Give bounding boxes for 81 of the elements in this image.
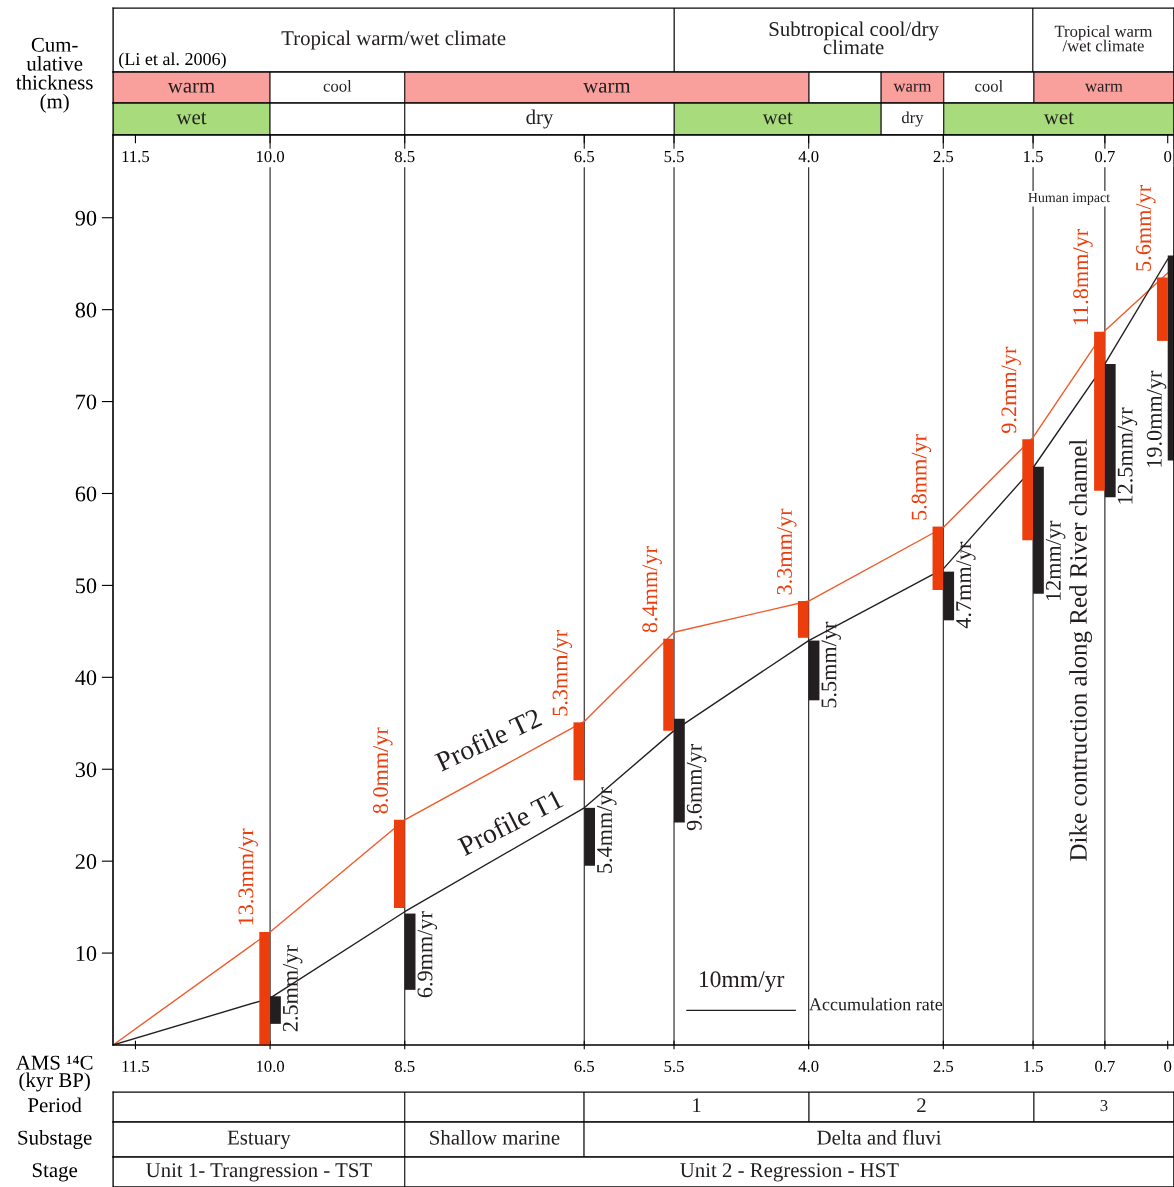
annotation: 4.7mm/yr <box>956 541 976 629</box>
x-tick-label: 5.5 <box>664 151 684 163</box>
series-label: wet <box>762 112 793 125</box>
y-axis-title: Cum- ulative thickness (m) <box>16 37 93 113</box>
x-tick-label: 2.5 <box>933 150 954 163</box>
x-tick-label: 1.5 <box>1024 151 1043 163</box>
series-label: warm <box>1085 83 1123 92</box>
series-label: Tropical warm /wet climate <box>1054 25 1153 52</box>
annotation: 12mm/yr <box>1045 520 1066 601</box>
series-label: dry <box>901 111 924 127</box>
series-label: dry <box>526 109 554 129</box>
x2-tick-label: 10.0 <box>256 1060 285 1073</box>
y-tick-label: 90 <box>75 210 97 226</box>
annotation: 8.4mm/yr <box>642 546 662 633</box>
y-axis-title: Period <box>28 1097 82 1113</box>
annotation: 8.0mm/yr <box>373 727 393 814</box>
annotation: 10mm/yr <box>699 971 785 993</box>
series-label: wet <box>1043 112 1074 125</box>
y-axis-title: Stage <box>32 1163 78 1182</box>
series-label: cool <box>323 79 352 92</box>
x-tick-label: 10.0 <box>256 150 285 163</box>
annotation: 12.5mm/yr <box>1117 407 1138 504</box>
series-label: cool <box>975 79 1003 92</box>
annotation: 6.9mm/yr <box>417 911 438 998</box>
x-tick-label: 11.5 <box>122 151 150 163</box>
series-label: wet <box>176 112 207 125</box>
y-tick-label: 50 <box>76 578 97 594</box>
x2-tick-label: 11.5 <box>122 1060 150 1073</box>
x2-tick-label: 2.5 <box>933 1060 954 1073</box>
annotation: 2.5mm/yr <box>282 945 303 1032</box>
x2-tick-label: 0.7 <box>1095 1060 1115 1073</box>
annotation: Human impact <box>1028 192 1110 205</box>
x-axis-title: AMS ¹⁴C (kyr BP) <box>15 1055 93 1092</box>
annotation: 5.4mm/yr <box>597 787 617 873</box>
series-label: 1 <box>693 1098 701 1113</box>
series-label: Shallow marine <box>430 1130 560 1145</box>
series-label: warm <box>583 82 631 93</box>
x-tick-label: 8.5 <box>394 150 415 163</box>
series-label: 2 <box>917 1098 926 1113</box>
x2-tick-label: 8.5 <box>394 1060 415 1073</box>
x-tick-label: 0 <box>1164 150 1172 163</box>
series-label: Estuary <box>227 1130 291 1149</box>
annotation: Accumulation rate <box>809 997 943 1011</box>
x2-tick-label: 6.5 <box>574 1060 595 1073</box>
y-tick-label: 10 <box>76 946 97 962</box>
y-tick-label: 60 <box>75 486 97 502</box>
x-tick-label: 0.7 <box>1095 150 1115 163</box>
annotation: 9.6mm/yr <box>686 744 707 831</box>
y-axis-title: Substage <box>18 1130 92 1149</box>
annotation: Dike contruction along Red River channel <box>1069 439 1092 861</box>
series-label: Unit 1- Trangression - TST <box>146 1163 372 1182</box>
annotation: 5.5mm/yr <box>821 621 841 708</box>
annotation: (Li et al. 2006) <box>119 52 226 69</box>
x2-tick-label: 1.5 <box>1024 1060 1043 1073</box>
y-tick-label: 30 <box>75 762 97 778</box>
annotation: 9.2mm/yr <box>1001 346 1021 433</box>
annotation: 3.3mm/yr <box>776 508 797 595</box>
x2-tick-label: 4.0 <box>798 1060 819 1073</box>
x-tick-label: 4.0 <box>798 150 819 163</box>
annotation: 19.0mm/yr <box>1146 370 1167 467</box>
series-label: warm <box>167 82 215 93</box>
x2-tick-label: 0 <box>1164 1060 1172 1073</box>
x-tick-label: 6.5 <box>574 150 595 163</box>
annotation: 5.6mm/yr <box>1136 185 1156 271</box>
series-label: Unit 2 - Regression - HST <box>680 1163 899 1182</box>
series-label: Tropical warm/wet climate <box>281 30 506 50</box>
annotation: 11.8mm/yr <box>1073 229 1093 325</box>
series-label: warm <box>893 83 932 92</box>
x2-tick-label: 5.5 <box>664 1060 684 1073</box>
y-tick-label: 20 <box>75 854 97 870</box>
y-tick-label: 70 <box>76 394 97 410</box>
annotation: Profile T2 <box>433 707 543 772</box>
series-label: Subtropical cool/dry climate <box>769 21 939 55</box>
series-label: Delta and fluvi <box>817 1129 942 1145</box>
y-tick-label: 80 <box>75 302 97 318</box>
y-tick-label: 40 <box>75 670 97 686</box>
annotation: Profile T1 <box>456 788 564 857</box>
annotation: 5.8mm/yr <box>911 434 932 520</box>
annotation: 13.3mm/yr <box>238 828 258 925</box>
annotation: 5.3mm/yr <box>552 629 573 716</box>
series-label: 3 <box>1100 1099 1108 1112</box>
